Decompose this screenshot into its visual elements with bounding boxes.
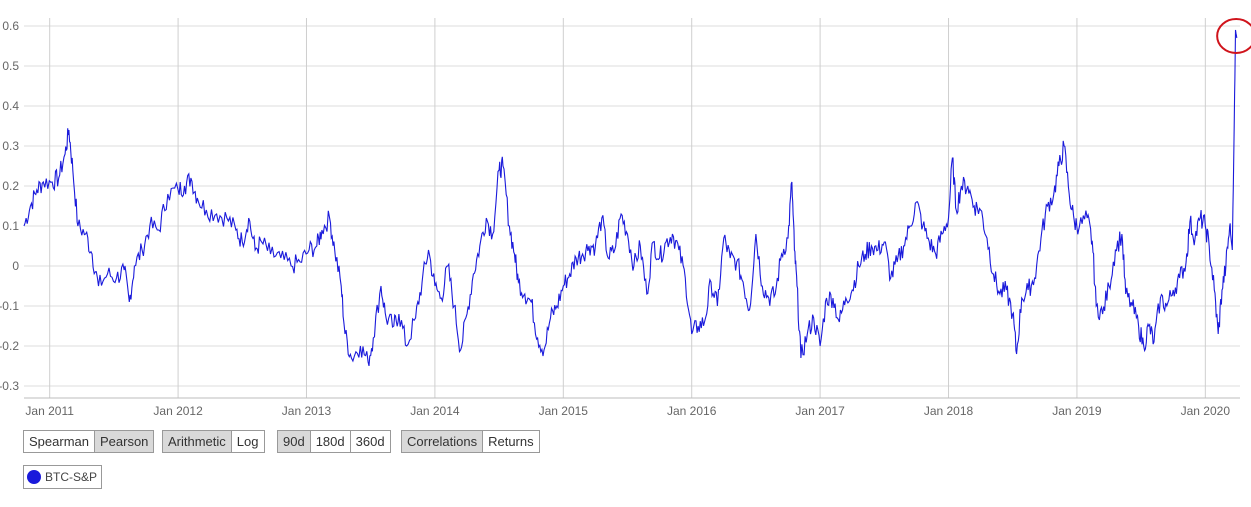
y-tick-label: -0.2: [0, 339, 19, 353]
y-tick-label: 0.5: [2, 59, 19, 73]
chart-grid: [24, 18, 1240, 398]
arithmetic-button[interactable]: Arithmetic: [163, 431, 232, 452]
returns-button[interactable]: Returns: [483, 431, 539, 452]
y-tick-label: -0.3: [0, 379, 19, 393]
x-tick-label: Jan 2012: [153, 404, 203, 418]
spearman-button[interactable]: Spearman: [24, 431, 95, 452]
legend-item-btc-sp[interactable]: BTC-S&P: [23, 465, 103, 489]
x-tick-label: Jan 2017: [795, 404, 845, 418]
view-toggle: Correlations Returns: [401, 430, 540, 453]
y-tick-label: 0: [12, 259, 19, 273]
y-axis: 0.6 0.5 0.4 0.3 0.2 0.1 0 -0.1 -0.2 -0.3: [0, 19, 19, 393]
x-tick-label: Jan 2018: [924, 404, 974, 418]
x-tick-label: Jan 2020: [1181, 404, 1231, 418]
method-toggle: Spearman Pearson: [23, 430, 155, 453]
window-360d-button[interactable]: 360d: [350, 431, 390, 452]
window-180d-button[interactable]: 180d: [310, 431, 351, 452]
annotation-circle: [1216, 18, 1251, 54]
correlation-chart: 0.6 0.5 0.4 0.3 0.2 0.1 0 -0.1 -0.2 -0.3 Jan 2011…: [0, 18, 1251, 418]
series-line-btc-sp: [23, 29, 1238, 367]
x-tick-label: Jan 2015: [539, 404, 589, 418]
y-tick-label: -0.1: [0, 299, 19, 313]
scale-toggle: Arithmetic Log: [162, 430, 265, 453]
window-toggle: 90d 180d 360d: [277, 430, 391, 453]
y-tick-label: 0.4: [2, 99, 19, 113]
y-tick-label: 0.2: [2, 179, 19, 193]
x-tick-label: Jan 2011: [25, 404, 74, 418]
window-90d-button[interactable]: 90d: [278, 431, 311, 452]
y-tick-label: 0.6: [2, 19, 19, 33]
x-tick-label: Jan 2013: [282, 404, 332, 418]
y-tick-label: 0.3: [2, 139, 19, 153]
pearson-button[interactable]: Pearson: [94, 431, 154, 452]
correlations-button[interactable]: Correlations: [402, 431, 484, 452]
x-tick-label: Jan 2014: [410, 404, 460, 418]
legend-swatch: [27, 470, 41, 484]
x-tick-label: Jan 2016: [667, 404, 717, 418]
x-axis: Jan 2011 Jan 2012 Jan 2013 Jan 2014 Jan 2015…: [24, 397, 1240, 418]
log-button[interactable]: Log: [231, 431, 264, 452]
y-tick-label: 0.1: [2, 219, 19, 233]
legend-label: BTC-S&P: [45, 470, 98, 484]
x-tick-label: Jan 2019: [1052, 404, 1102, 418]
